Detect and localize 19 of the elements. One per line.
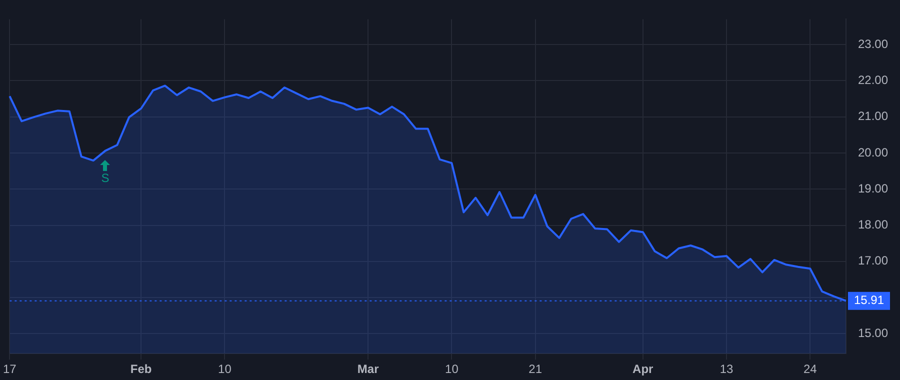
y-tick-label: 18.00 — [858, 218, 888, 232]
x-tick-label: 24 — [803, 362, 818, 376]
ref-line-label: 15.91 — [854, 293, 884, 308]
x-tick-label: 21 — [528, 362, 542, 376]
x-tick-label: Feb — [130, 362, 152, 376]
x-tick-label: 10 — [445, 362, 459, 376]
y-tick-label: 20.00 — [858, 145, 888, 160]
y-tick-label: 15.00 — [858, 326, 888, 340]
x-tick-label: Apr — [632, 362, 654, 376]
annotation: S — [101, 171, 110, 186]
y-tick-label: 23.00 — [858, 36, 888, 51]
x-tick-label: 10 — [218, 362, 232, 376]
y-tick-label: 21.00 — [858, 109, 888, 124]
y-tick-label: 19.00 — [858, 181, 888, 196]
y-tick-label: 22.00 — [858, 72, 888, 87]
x-tick-label: 13 — [720, 362, 734, 376]
x-tick-label: 17 — [2, 362, 17, 376]
y-tick-label: 17.00 — [858, 254, 888, 268]
x-tick-label: Mar — [357, 362, 380, 376]
